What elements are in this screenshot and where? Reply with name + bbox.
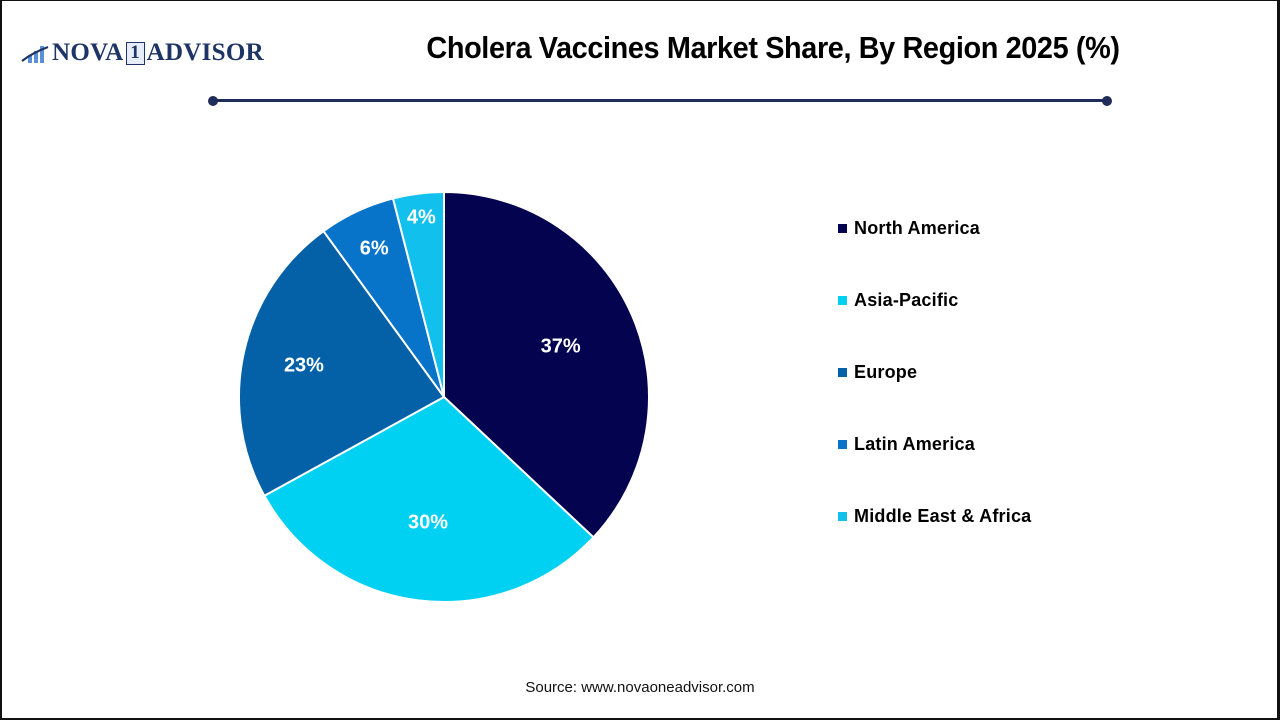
slice-value-label: 6% (359, 237, 389, 260)
legend-label: Europe (854, 361, 918, 382)
legend-item: Asia-Pacific (838, 288, 1031, 312)
title-divider-line (213, 99, 1107, 102)
slice-value-label: 4% (406, 206, 436, 229)
legend-swatch-icon (838, 223, 847, 233)
legend-item: Latin America (838, 432, 1031, 456)
logo-text-advisor: ADVISOR (146, 39, 264, 66)
pie-slice-middle-east-africa (391, 190, 445, 398)
legend-label: Middle East & Africa (854, 505, 1032, 526)
chart-title: Cholera Vaccines Market Share, By Region… (426, 30, 1120, 65)
legend-label: North America (854, 217, 980, 238)
legend-item: Middle East & Africa (838, 504, 1031, 528)
logo-text-nova: NOVA (52, 39, 124, 66)
legend-item: North America (838, 216, 1031, 240)
slice-value-label: 30% (408, 511, 449, 534)
slice-value-label: 37% (540, 335, 581, 358)
logo-one-box: 1 (125, 41, 145, 65)
bar-chart-swoosh-icon (21, 45, 49, 63)
nova-one-advisor-logo: NOVA 1 ADVISOR (20, 38, 264, 68)
legend-item: Europe (838, 360, 1031, 384)
legend-swatch-icon (838, 439, 847, 449)
logo-wordmark: NOVA 1 ADVISOR (52, 39, 264, 67)
pie-slice-europe (238, 229, 446, 498)
legend-swatch-icon (838, 511, 847, 521)
divider-dot-left (208, 96, 218, 106)
pie-slice-north-america (443, 190, 650, 539)
legend-label: Latin America (854, 433, 975, 454)
legend-label: Asia-Pacific (854, 289, 959, 310)
chart-legend: North America Asia-Pacific Europe Latin Ame… (838, 216, 1031, 576)
source-note: Source: www.novaoneadvisor.com (525, 679, 755, 696)
legend-swatch-icon (838, 295, 847, 305)
legend-swatch-icon (838, 367, 847, 377)
divider-dot-right (1102, 96, 1112, 106)
slice-value-label: 23% (283, 354, 324, 377)
pie-slice-asia-pacific (262, 395, 595, 603)
